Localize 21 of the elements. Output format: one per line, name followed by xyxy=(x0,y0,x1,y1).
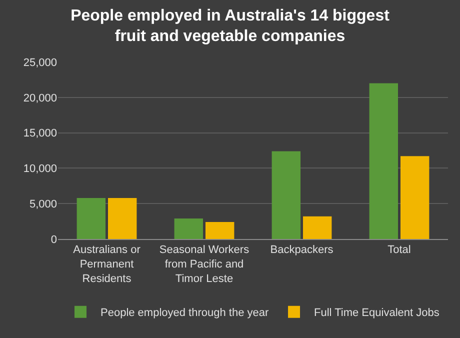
y-tick-label: 0 xyxy=(50,234,57,246)
y-tick-label: 15,000 xyxy=(23,128,57,140)
y-tick-label: 10,000 xyxy=(23,163,57,176)
bar xyxy=(108,198,137,239)
x-tick-label: Total xyxy=(388,244,411,256)
bar xyxy=(303,216,332,239)
bar xyxy=(206,222,234,239)
x-tick-label: Backpackers xyxy=(270,244,334,256)
y-tick-label: 20,000 xyxy=(23,92,57,104)
bar xyxy=(400,156,430,239)
bar xyxy=(76,198,106,239)
bar xyxy=(272,151,300,239)
legend-label: People employed through the year xyxy=(100,307,270,320)
bar xyxy=(174,218,203,239)
x-tick-label: Australians or Permanent Residents xyxy=(73,244,141,285)
chart-title: People employed in Australia's 14 biggest fruit and vegetable companies xyxy=(70,7,390,46)
y-tick-label: 5,000 xyxy=(29,198,57,210)
x-tick-label: Seasonal Workers from Pacific and Timor Leste xyxy=(159,244,250,285)
bar xyxy=(369,83,398,239)
legend-label: Full Time Equivalent Jobs xyxy=(314,307,440,320)
y-tick-label: 25,000 xyxy=(23,56,57,69)
